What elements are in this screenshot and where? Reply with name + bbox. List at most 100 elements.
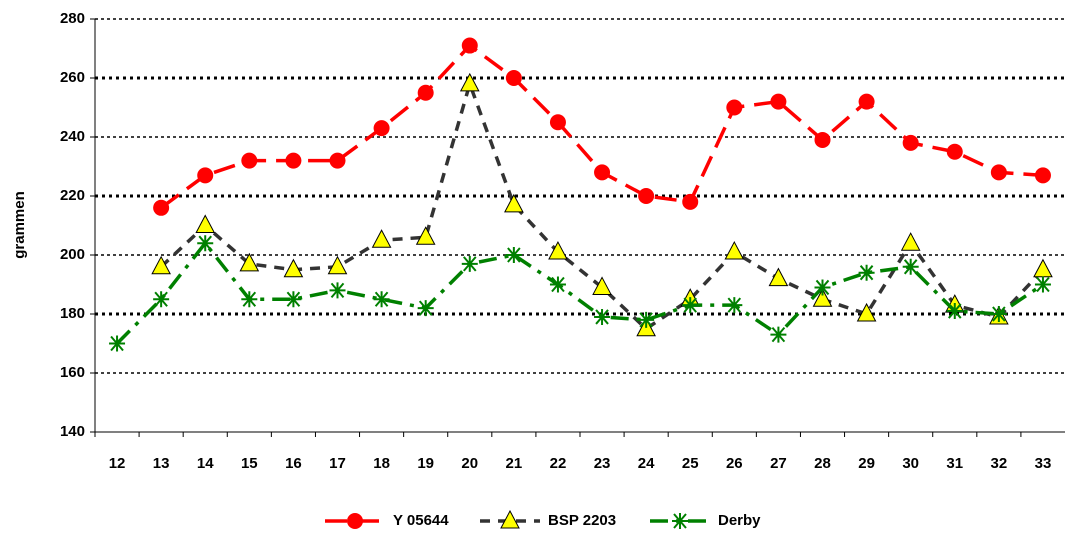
x-tick-label: 26 (726, 455, 743, 472)
marker (153, 199, 170, 216)
marker (812, 288, 833, 307)
marker (417, 300, 434, 317)
legend-label: Y 05644 (393, 512, 449, 529)
x-tick-label: 29 (858, 455, 875, 472)
marker (549, 114, 566, 131)
x-tick-label: 15 (241, 455, 258, 472)
marker (371, 229, 392, 248)
marker (1033, 258, 1053, 278)
marker (347, 513, 363, 529)
marker (682, 193, 699, 210)
x-tick-label: 16 (285, 455, 302, 472)
x-tick-label: 31 (946, 455, 963, 472)
marker (373, 120, 390, 137)
marker (505, 247, 522, 263)
series-line (115, 240, 1044, 345)
marker (548, 240, 568, 260)
marker (946, 303, 963, 320)
marker (461, 255, 478, 272)
marker (549, 276, 566, 293)
marker (726, 99, 743, 116)
marker (241, 291, 258, 308)
marker (594, 164, 611, 181)
y-tick-label: 160 (60, 364, 85, 381)
marker (724, 240, 745, 260)
x-tick-label: 23 (594, 455, 611, 472)
x-tick-label: 28 (814, 455, 831, 472)
marker (327, 255, 348, 275)
marker (902, 258, 919, 275)
y-tick-label: 180 (60, 305, 85, 322)
marker (990, 164, 1007, 181)
marker (856, 302, 877, 322)
marker (109, 335, 126, 352)
marker (946, 143, 963, 160)
x-tick-label: 22 (550, 455, 567, 472)
marker (329, 152, 346, 169)
marker (990, 306, 1007, 322)
marker (682, 297, 699, 314)
marker (505, 70, 522, 86)
marker (858, 264, 875, 281)
x-tick-label: 32 (991, 455, 1008, 472)
marker (283, 258, 304, 278)
x-tick-label: 21 (506, 455, 523, 472)
marker (417, 84, 434, 101)
marker (197, 235, 214, 252)
marker (858, 93, 875, 110)
marker (504, 193, 524, 213)
y-tick-label: 200 (60, 246, 85, 263)
marker (197, 167, 214, 184)
marker (638, 188, 655, 204)
marker (814, 279, 831, 296)
marker (329, 282, 346, 299)
x-tick-label: 33 (1035, 455, 1052, 472)
x-tick-label: 25 (682, 455, 699, 472)
marker (592, 276, 612, 295)
marker (902, 134, 919, 151)
marker (373, 291, 390, 308)
x-tick-label: 30 (902, 455, 919, 472)
x-tick-label: 17 (329, 455, 346, 472)
marker (239, 252, 260, 272)
marker (1034, 276, 1051, 293)
marker (1034, 167, 1051, 184)
y-tick-label: 260 (60, 69, 85, 86)
marker (415, 226, 436, 245)
marker (459, 72, 480, 92)
marker (770, 326, 787, 343)
marker (461, 37, 478, 54)
marker (770, 93, 787, 110)
marker (726, 297, 743, 314)
legend-label: BSP 2203 (548, 512, 616, 529)
marker (153, 291, 170, 308)
marker (500, 509, 520, 529)
y-tick-label: 280 (60, 10, 85, 27)
marker (285, 152, 302, 169)
x-tick-label: 14 (197, 455, 214, 472)
x-tick-label: 18 (373, 455, 390, 472)
marker (638, 311, 655, 328)
marker (241, 152, 258, 169)
x-tick-label: 24 (638, 455, 655, 472)
marker (285, 291, 302, 308)
y-tick-label: 140 (60, 423, 85, 440)
y-axis-label: grammen (11, 191, 28, 259)
marker (768, 267, 789, 287)
legend-label: Derby (718, 512, 761, 529)
marker (814, 131, 831, 148)
marker (195, 214, 216, 233)
x-tick-label: 27 (770, 455, 787, 472)
marker (672, 513, 688, 529)
x-tick-label: 12 (109, 455, 126, 472)
x-tick-label: 19 (417, 455, 434, 472)
x-tick-label: 20 (461, 455, 478, 472)
marker (900, 232, 921, 251)
y-tick-label: 220 (60, 187, 85, 204)
series-line (160, 43, 1044, 210)
y-tick-label: 240 (60, 128, 85, 145)
marker (594, 308, 611, 325)
marker (151, 255, 171, 275)
x-tick-label: 13 (153, 455, 170, 472)
